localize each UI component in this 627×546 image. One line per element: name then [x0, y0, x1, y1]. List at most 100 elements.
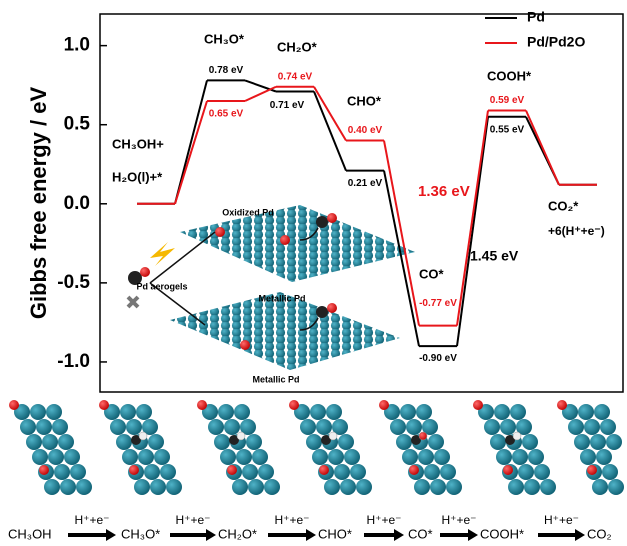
species-label: CH₃OH [8, 526, 52, 541]
atom [220, 449, 236, 465]
atom [434, 449, 450, 465]
inset-label: Metallic Pd [258, 293, 305, 303]
inset-label: Metallic Pd [252, 374, 299, 384]
atom [42, 434, 58, 450]
atom [120, 404, 136, 420]
atom [473, 400, 483, 410]
surface-panel [379, 400, 462, 495]
atom [329, 432, 337, 440]
lightning [150, 242, 175, 266]
arrow-head [468, 529, 478, 541]
atom [240, 340, 250, 350]
atom [328, 449, 344, 465]
connector [175, 101, 207, 204]
value-label: -0.77 eV [419, 298, 457, 309]
atom [246, 434, 262, 450]
atom [154, 449, 170, 465]
value-label: 0.74 eV [278, 71, 313, 82]
atom [587, 465, 597, 475]
atom [150, 479, 166, 495]
arrow-label: H⁺+e⁻ [366, 513, 401, 527]
y-tick-label: -1.0 [57, 351, 90, 372]
y-axis-title: Gibbs free energy / eV [26, 87, 51, 320]
atom [258, 464, 274, 480]
atom [46, 404, 62, 420]
atom [326, 404, 342, 420]
atom [503, 465, 513, 475]
atom [510, 404, 526, 420]
atom [76, 479, 92, 495]
atom [236, 449, 252, 465]
atom [148, 434, 164, 450]
atom [334, 464, 350, 480]
atom [144, 464, 160, 480]
atom [64, 449, 80, 465]
atom [252, 449, 268, 465]
annotation: 1.45 eV [470, 248, 519, 264]
atom [242, 464, 258, 480]
atom [446, 479, 462, 495]
atom [237, 432, 245, 440]
atom [592, 479, 608, 495]
atom [58, 434, 74, 450]
figure: Oxidized PdPd aerogelsMetallic PdMetalli… [0, 0, 627, 546]
value-label: 0.21 eV [348, 178, 383, 189]
atom [424, 464, 440, 480]
atom [136, 404, 152, 420]
page: Oxidized PdPd aerogelsMetallic PdMetalli… [0, 0, 627, 546]
arrow-head [575, 529, 585, 541]
species-label: CO₂ [587, 526, 612, 541]
atom [406, 419, 422, 435]
arrow-label: H⁺+e⁻ [175, 513, 210, 527]
arrow-head [206, 529, 216, 541]
atom [396, 434, 412, 450]
atom [400, 404, 416, 420]
connector [457, 117, 488, 346]
atom [600, 419, 616, 435]
atom [208, 419, 224, 435]
annotation: CO₂* [548, 198, 579, 213]
atom [327, 303, 337, 313]
atom [264, 479, 280, 495]
annotation: CO* [419, 266, 445, 281]
species-label: COOH* [480, 526, 524, 541]
value-label: 0.71 eV [270, 100, 305, 111]
surface-panel [473, 400, 556, 495]
species-label: CH₂O* [218, 526, 257, 541]
inset-label: Pd aerogels [136, 281, 187, 291]
connector [384, 171, 419, 347]
atom [409, 465, 419, 475]
atom [140, 267, 150, 277]
atom [48, 449, 64, 465]
annotation: CHO* [347, 93, 382, 108]
annotation: COOH* [487, 68, 532, 83]
atom [596, 449, 612, 465]
legend-label: Pd [527, 9, 545, 25]
connector [457, 110, 488, 325]
atom [310, 404, 326, 420]
atom [534, 464, 550, 480]
atom [528, 449, 544, 465]
atom [9, 400, 19, 410]
atom [197, 400, 207, 410]
atom [402, 449, 418, 465]
atom [110, 419, 126, 435]
legend-label: Pd/Pd2O [527, 34, 585, 50]
atom [568, 419, 584, 435]
y-tick-label: 1.0 [64, 35, 90, 56]
atom [39, 465, 49, 475]
atom [224, 419, 240, 435]
atom [608, 479, 624, 495]
atom [227, 465, 237, 475]
atom [418, 449, 434, 465]
atom [134, 479, 150, 495]
atom [500, 419, 516, 435]
atom [166, 479, 182, 495]
atom [319, 465, 329, 475]
atom [430, 479, 446, 495]
atom [338, 434, 354, 450]
atom [594, 404, 610, 420]
metallic-slab [170, 292, 400, 370]
value-label: 0.55 eV [490, 124, 525, 135]
atom [44, 479, 60, 495]
